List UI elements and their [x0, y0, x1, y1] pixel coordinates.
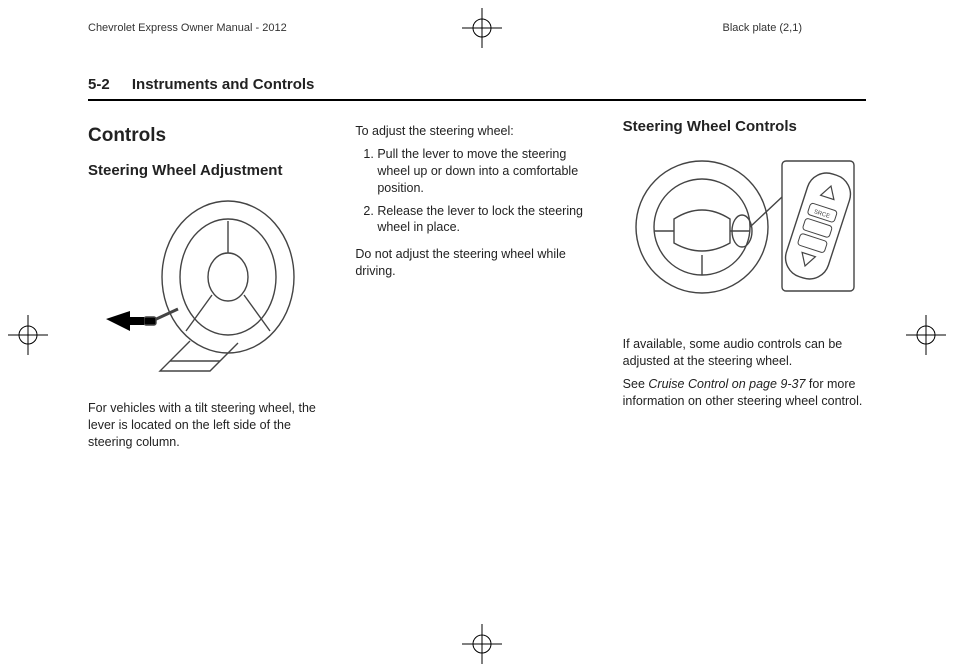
column-2: To adjust the steering wheel: Pull the l… — [355, 117, 598, 456]
adjust-step-1: Pull the lever to move the steering whee… — [377, 146, 598, 197]
adjust-step-2: Release the lever to lock the steering w… — [377, 203, 598, 237]
print-header-right: Black plate (2,1) — [723, 22, 802, 34]
print-header-left: Chevrolet Express Owner Manual - 2012 — [88, 22, 287, 34]
content-area: 5-2 Instruments and Controls Controls St… — [88, 76, 866, 616]
registration-mark-bottom — [462, 624, 502, 664]
steering-adjust-heading: Steering Wheel Adjustment — [88, 161, 331, 181]
controls-heading: Controls — [88, 123, 331, 149]
manual-page: Chevrolet Express Owner Manual - 2012 Bl… — [0, 0, 954, 668]
adjust-lead: To adjust the steering wheel: — [355, 123, 598, 140]
section-title: Instruments and Controls — [132, 76, 315, 93]
adjust-warning: Do not adjust the steering wheel while d… — [355, 246, 598, 280]
adjust-steps: Pull the lever to move the steering whee… — [355, 146, 598, 236]
steering-controls-p1: If available, some audio controls can be… — [623, 336, 866, 370]
print-header: Chevrolet Express Owner Manual - 2012 Bl… — [0, 22, 954, 42]
steering-controls-p2: See Cruise Control on page 9-37 for more… — [623, 376, 866, 410]
column-1: Controls Steering Wheel Adjustment — [88, 117, 331, 456]
cruise-control-ref: Cruise Control on page 9-37 — [648, 377, 805, 391]
p2-prefix: See — [623, 377, 649, 391]
steering-controls-heading: Steering Wheel Controls — [623, 117, 866, 137]
section-header: 5-2 Instruments and Controls — [88, 76, 866, 101]
section-number: 5-2 — [88, 76, 110, 93]
columns: Controls Steering Wheel Adjustment — [88, 117, 866, 456]
steering-controls-figure: SRCE — [623, 147, 866, 322]
column-3: Steering Wheel Controls — [623, 117, 866, 456]
steering-adjust-figure — [88, 191, 331, 386]
registration-mark-left — [8, 315, 48, 355]
steering-adjust-caption: For vehicles with a tilt steering wheel,… — [88, 400, 331, 451]
registration-mark-right — [906, 315, 946, 355]
